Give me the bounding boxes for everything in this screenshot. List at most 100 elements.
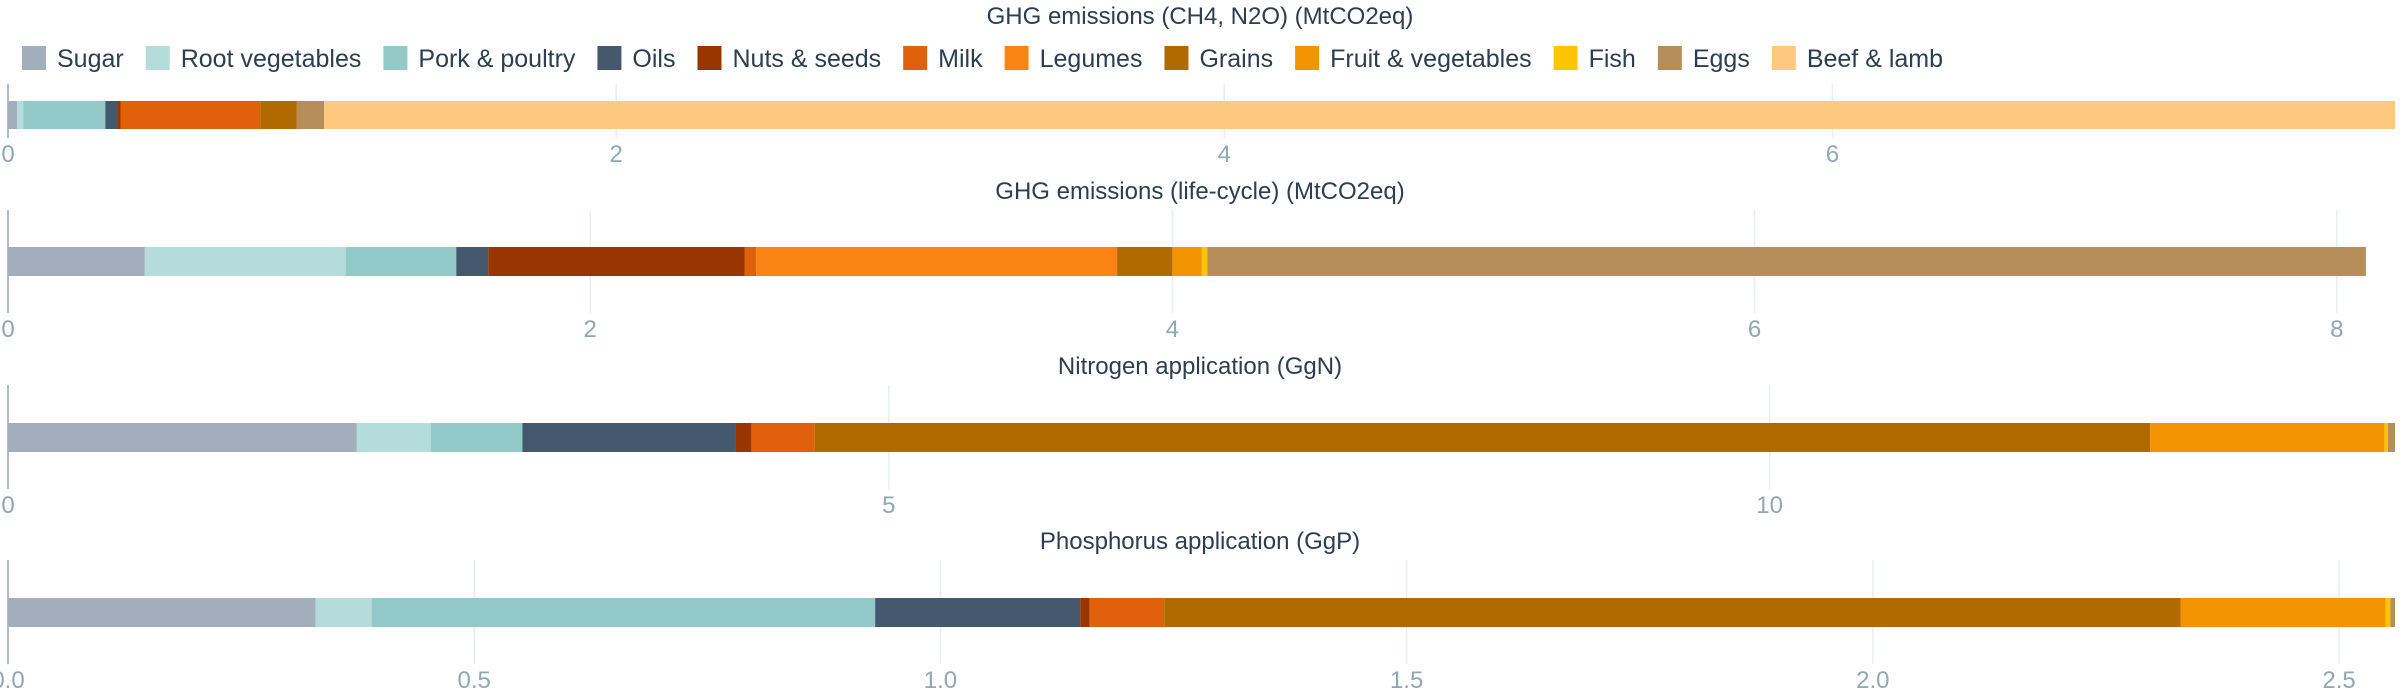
bar-segment-fish[interactable]	[1201, 247, 1208, 276]
bar-segment-milk[interactable]	[744, 247, 757, 276]
x-tick-label: 2	[584, 316, 597, 343]
bar-segment-beef-and-lamb[interactable]	[324, 101, 2395, 129]
panel-phosphorus-application-ggp: 0.0 0.5 1.0 1.5 2.0 2.5 Phosphorus application…	[0, 528, 2395, 694]
x-tick-label: 1.5	[1390, 667, 1423, 694]
legend-item-beef-and-lamb[interactable]: Beef & lamb	[1771, 45, 1943, 73]
bar-segment-legumes[interactable]	[756, 247, 1118, 276]
bar-segment-eggs[interactable]	[2387, 423, 2395, 452]
x-tick-label: 10	[1756, 492, 1783, 519]
x-tick-label: 4	[1166, 316, 1179, 343]
panel-nitrogen-application-ggn: 0 5 10 Nitrogen application (GgN)	[1, 353, 2395, 519]
legend-label: Nuts & seeds	[732, 45, 881, 73]
bar-segment-fish[interactable]	[2384, 423, 2388, 452]
legend-swatch	[383, 46, 408, 70]
bar-segment-root-vegetables[interactable]	[356, 423, 431, 452]
chart-panels: 0 2 4 6 GHG emissions (CH4, N2O) (MtCO2eq) 0 2…	[0, 3, 2395, 694]
bar-segment-root-vegetables[interactable]	[17, 101, 24, 129]
legend-label: Legumes	[1040, 45, 1143, 73]
bar-segment-sugar[interactable]	[8, 423, 357, 452]
bar-segment-milk[interactable]	[751, 423, 815, 452]
legend-swatch	[1657, 46, 1682, 70]
bar-segment-root-vegetables[interactable]	[144, 247, 346, 276]
legend-label: Pork & poultry	[418, 45, 576, 73]
bar-segment-oils[interactable]	[875, 598, 1081, 627]
legend-item-oils[interactable]: Oils	[597, 45, 675, 73]
x-tick-label: 4	[1218, 141, 1231, 168]
legend-swatch	[597, 46, 622, 70]
legend-swatch	[1004, 46, 1029, 70]
x-tick-label: 5	[882, 492, 895, 519]
legend: Sugar Root vegetables Pork & poultry Oils Nu…	[22, 45, 1943, 73]
legend-swatch	[1164, 46, 1189, 70]
bar-segment-nuts-and-seeds[interactable]	[735, 423, 752, 452]
x-tick-label: 6	[1826, 141, 1839, 168]
panel-title: GHG emissions (life-cycle) (MtCO2eq)	[995, 178, 1404, 205]
legend-item-sugar[interactable]: Sugar	[22, 45, 124, 73]
legend-item-fruit-and-vegetables[interactable]: Fruit & vegetables	[1295, 45, 1532, 73]
bar-segment-sugar[interactable]	[8, 247, 145, 276]
bar-segment-fruit-and-vegetables[interactable]	[1172, 247, 1202, 276]
x-tick-label: 0	[1, 492, 14, 519]
legend-swatch	[1771, 46, 1796, 70]
bar-segment-pork-and-poultry[interactable]	[430, 423, 523, 452]
bar-segment-grains[interactable]	[1164, 598, 2181, 627]
bar-segment-grains[interactable]	[260, 101, 297, 129]
bar-segment-oils[interactable]	[522, 423, 736, 452]
legend-swatch	[145, 46, 170, 70]
legend-label: Sugar	[57, 45, 124, 73]
bar-segment-fruit-and-vegetables[interactable]	[2180, 598, 2386, 627]
legend-item-pork-and-poultry[interactable]: Pork & poultry	[383, 45, 576, 73]
x-tick-label: 2	[609, 141, 622, 168]
legend-label: Root vegetables	[181, 45, 362, 73]
legend-label: Oils	[632, 45, 675, 73]
x-tick-label: 0	[1, 316, 14, 343]
legend-item-nuts-and-seeds[interactable]: Nuts & seeds	[697, 45, 881, 73]
legend-item-milk[interactable]: Milk	[903, 45, 983, 73]
bar-segment-fish[interactable]	[2385, 598, 2391, 627]
x-tick-label: 0.0	[0, 667, 25, 694]
bar-segment-nuts-and-seeds[interactable]	[488, 247, 745, 276]
bar-segment-pork-and-poultry[interactable]	[345, 247, 457, 276]
legend-swatch	[22, 46, 46, 70]
bar-segment-root-vegetables[interactable]	[315, 598, 372, 627]
bar-segment-nuts-and-seeds[interactable]	[1080, 598, 1090, 627]
panel-ghg-emissions-life-cycle-mtco2eq: 0 2 4 6 8 GHG emissions (life-cycle) (MtCO2eq…	[1, 178, 2366, 343]
legend-label: Fruit & vegetables	[1330, 45, 1532, 73]
bar-segment-oils[interactable]	[456, 247, 489, 276]
legend-swatch	[697, 46, 722, 70]
legend-label: Fish	[1589, 45, 1636, 73]
x-tick-label: 2.5	[2322, 667, 2355, 694]
legend-item-legumes[interactable]: Legumes	[1004, 45, 1143, 73]
legend-item-eggs[interactable]: Eggs	[1657, 45, 1750, 73]
bar-segment-grains[interactable]	[1117, 247, 1173, 276]
x-tick-label: 0	[1, 141, 14, 168]
legend-swatch	[903, 46, 928, 70]
x-tick-label: 0.5	[458, 667, 491, 694]
legend-swatch	[1295, 46, 1320, 70]
legend-label: Beef & lamb	[1807, 45, 1943, 73]
panel-title: GHG emissions (CH4, N2O) (MtCO2eq)	[987, 3, 1414, 30]
legend-label: Grains	[1199, 45, 1273, 73]
bar-segment-fruit-and-vegetables[interactable]	[2150, 423, 2385, 452]
bar-segment-milk[interactable]	[120, 101, 261, 129]
bar-segment-pork-and-poultry[interactable]	[371, 598, 876, 627]
bar-segment-nuts-and-seeds[interactable]	[117, 101, 121, 129]
x-tick-label: 2.0	[1856, 667, 1889, 694]
legend-item-root-vegetables[interactable]: Root vegetables	[145, 45, 362, 73]
panel-title: Nitrogen application (GgN)	[1058, 353, 1342, 380]
bar-segment-grains[interactable]	[814, 423, 2151, 452]
bar-segment-eggs[interactable]	[296, 101, 325, 129]
legend-item-grains[interactable]: Grains	[1164, 45, 1273, 73]
bar-segment-pork-and-poultry[interactable]	[23, 101, 106, 129]
bar-segment-milk[interactable]	[1089, 598, 1165, 627]
bar-segment-oils[interactable]	[105, 101, 118, 129]
x-tick-label: 8	[2330, 316, 2343, 343]
bar-segment-eggs[interactable]	[1207, 247, 2366, 276]
bar-segment-sugar[interactable]	[8, 101, 18, 129]
bar-segment-sugar[interactable]	[8, 598, 316, 627]
x-tick-label: 1.0	[924, 667, 957, 694]
bar-segment-eggs[interactable]	[2390, 598, 2395, 627]
legend-item-fish[interactable]: Fish	[1553, 45, 1636, 73]
panel-title: Phosphorus application (GgP)	[1040, 528, 1360, 555]
